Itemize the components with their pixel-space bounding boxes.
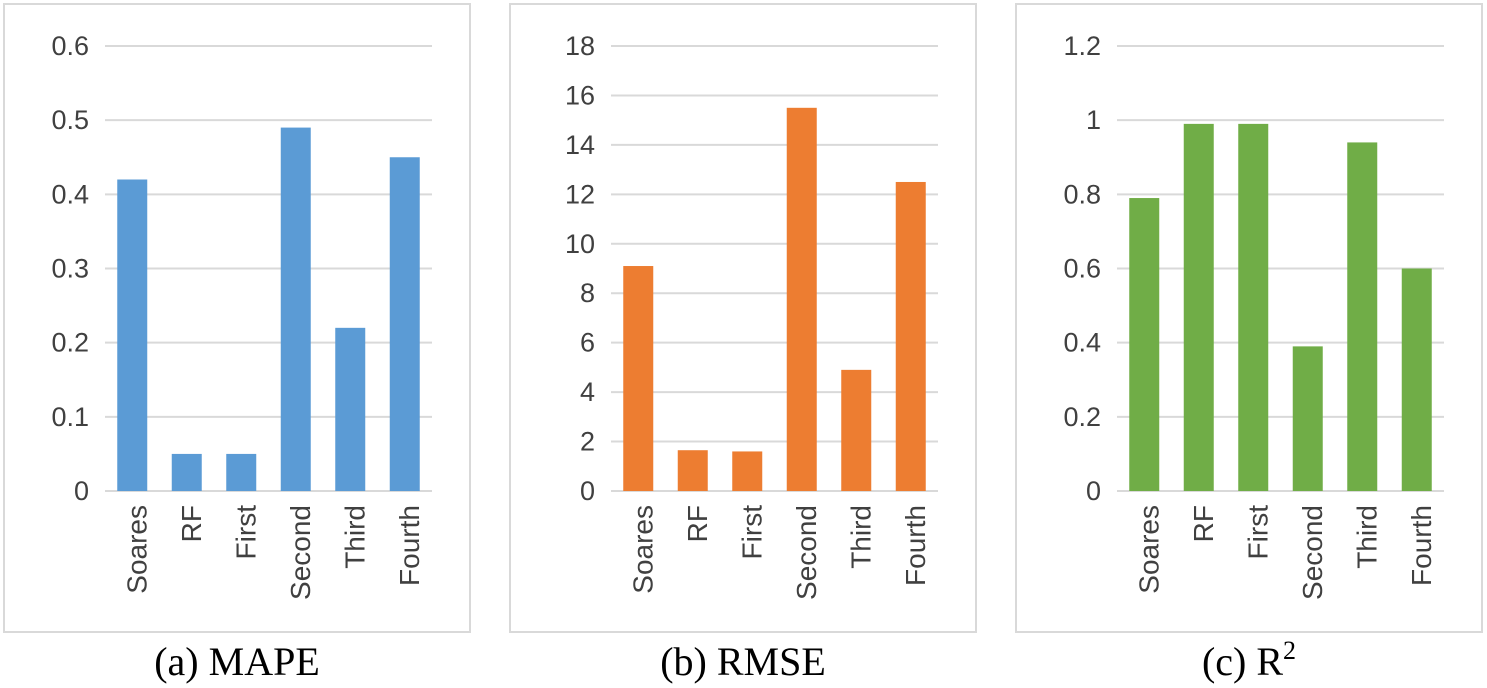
r2-bar-chart: 0 0.2 0.4 0.6 0.8 1 1.2 Soares RF First Second Thir…: [1063, 31, 1444, 600]
bar-soares: [117, 179, 148, 491]
bar-fourth: [1401, 268, 1432, 491]
y-tick-label: 4: [580, 377, 595, 407]
y-tick-label: 0.5: [51, 105, 89, 135]
bar-fourth: [895, 181, 926, 491]
x-category-label: First: [230, 505, 261, 560]
y-tick-label: 18: [565, 31, 595, 61]
bar-fourth: [389, 157, 420, 491]
mape-chart-panel: 0 0.1 0.2 0.3 0.4 0.5 0.6 Soares RF First Second Th…: [3, 3, 471, 633]
y-tick-label: 0.3: [51, 254, 89, 284]
y-tick-label: 2: [580, 427, 595, 457]
x-category-label: First: [1242, 505, 1273, 560]
rmse-caption: (b) RMSE: [660, 639, 826, 685]
caption-text: (a) MAPE: [154, 639, 320, 684]
y-tick-label: 0: [580, 476, 595, 506]
x-category-label: RF: [176, 505, 207, 542]
bar-first: [1238, 123, 1269, 491]
y-tick-label: 6: [580, 328, 595, 358]
x-category-label: Soares: [121, 505, 152, 594]
y-tick-label: 0.1: [51, 402, 89, 432]
y-tick-label: 8: [580, 278, 595, 308]
x-category-label: Second: [791, 505, 822, 600]
x-category-label: Soares: [627, 505, 658, 594]
x-category-label: Soares: [1133, 505, 1164, 594]
bar-first: [732, 451, 763, 491]
y-tick-label: 0.4: [1063, 328, 1101, 358]
y-tick-label: 14: [565, 130, 595, 160]
caption-text: (b) RMSE: [660, 639, 826, 684]
x-category-label: Third: [845, 505, 876, 569]
rmse-bar-chart: 0 2 4 6 8 10 12 14 16 18 Soares RF First Second Third F…: [565, 31, 938, 600]
bar-third: [841, 369, 872, 491]
y-tick-label: 10: [565, 229, 595, 259]
y-tick-label: 0.6: [1063, 254, 1101, 284]
mape-bar-chart: 0 0.1 0.2 0.3 0.4 0.5 0.6 Soares RF First Second Th…: [51, 31, 432, 600]
bar-rf: [171, 453, 202, 491]
y-tick-label: 12: [565, 179, 595, 209]
bar-rf: [1183, 123, 1214, 491]
x-category-label: Third: [1351, 505, 1382, 569]
x-category-label: RF: [682, 505, 713, 542]
x-category-label: RF: [1188, 505, 1219, 542]
x-category-label: Third: [339, 505, 370, 569]
bar-first: [226, 453, 257, 491]
rmse-chart-panel: 0 2 4 6 8 10 12 14 16 18 Soares RF First Second Third F…: [509, 3, 977, 633]
y-tick-label: 0.8: [1063, 179, 1101, 209]
bar-third: [335, 327, 366, 491]
r2-chart-panel: 0 0.2 0.4 0.6 0.8 1 1.2 Soares RF First Second Thir…: [1015, 3, 1483, 633]
y-tick-label: 0.6: [51, 31, 89, 61]
bar-soares: [1129, 198, 1160, 491]
bar-second: [786, 107, 817, 492]
x-category-label: Fourth: [900, 505, 931, 586]
bar-rf: [677, 450, 708, 491]
r2-caption: (c) R2: [1201, 635, 1297, 685]
y-tick-label: 0.2: [1063, 402, 1101, 432]
caption-superscript: 2: [1283, 635, 1297, 665]
chart-block-r2: 0 0.2 0.4 0.6 0.8 1 1.2 Soares RF First Second Thir…: [1015, 3, 1483, 685]
bar-soares: [623, 266, 654, 491]
chart-block-mape: 0 0.1 0.2 0.3 0.4 0.5 0.6 Soares RF First Second Th…: [3, 3, 471, 685]
y-tick-label: 16: [565, 80, 595, 110]
y-tick-label: 0: [1086, 476, 1101, 506]
caption-text: (c) R: [1201, 639, 1284, 684]
y-tick-label: 1.2: [1063, 31, 1101, 61]
x-category-label: Second: [1297, 505, 1328, 600]
mape-caption: (a) MAPE: [154, 639, 320, 685]
bar-second: [1292, 346, 1323, 491]
x-category-label: First: [736, 505, 767, 560]
bar-second: [280, 127, 311, 491]
bar-third: [1347, 142, 1378, 491]
y-tick-label: 0.4: [51, 179, 89, 209]
chart-block-rmse: 0 2 4 6 8 10 12 14 16 18 Soares RF First Second Third F…: [509, 3, 977, 685]
x-category-label: Second: [285, 505, 316, 600]
y-tick-label: 1: [1086, 105, 1101, 135]
x-category-label: Fourth: [394, 505, 425, 586]
y-tick-label: 0: [74, 476, 89, 506]
x-category-label: Fourth: [1406, 505, 1437, 586]
y-tick-label: 0.2: [51, 328, 89, 358]
